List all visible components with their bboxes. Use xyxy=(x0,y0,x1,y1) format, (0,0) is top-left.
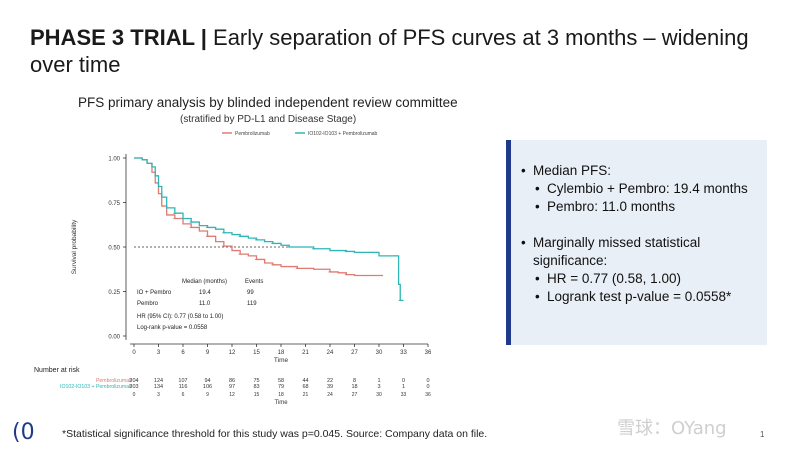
chart-title: PFS primary analysis by blinded independ… xyxy=(78,95,458,110)
risk-time-label: 3 xyxy=(157,392,160,398)
y-tick-label: 1.00 xyxy=(108,157,120,163)
risk-value: 0 xyxy=(426,384,429,390)
risk-time-label: 21 xyxy=(303,392,309,398)
risk-value: 0 xyxy=(402,378,405,384)
risk-time-label: 27 xyxy=(352,392,358,398)
risk-table-title: Number at risk xyxy=(34,367,80,374)
risk-value: 58 xyxy=(278,378,284,384)
risk-value: 204 xyxy=(129,378,138,384)
x-tick-label: 3 xyxy=(157,350,161,356)
risk-x-label: Time xyxy=(274,400,288,406)
risk-time-label: 36 xyxy=(425,392,431,398)
risk-time-label: 12 xyxy=(229,392,235,398)
y-tick-label: 0.25 xyxy=(108,290,120,296)
risk-value: 75 xyxy=(253,378,259,384)
x-tick-label: 9 xyxy=(206,350,210,356)
x-tick-label: 12 xyxy=(229,350,236,356)
risk-value: 94 xyxy=(204,378,210,384)
risk-value: 86 xyxy=(229,378,235,384)
x-tick-label: 18 xyxy=(278,350,285,356)
summary-item: Marginally missed statistical significan… xyxy=(511,234,767,270)
summary-list: Median PFS:Cylembio + Pembro: 19.4 month… xyxy=(511,140,767,306)
annotation-events: 99 xyxy=(247,290,254,296)
y-tick-label: 0.00 xyxy=(108,335,120,341)
risk-value: 39 xyxy=(327,384,333,390)
combo-curve xyxy=(134,157,404,302)
y-axis-label: Survival probability xyxy=(71,219,78,274)
summary-item: HR = 0.77 (0.58, 1.00) xyxy=(511,270,767,288)
risk-value: 18 xyxy=(351,384,357,390)
risk-row-label: Pembrolizumab xyxy=(96,378,132,384)
risk-value: 79 xyxy=(278,384,284,390)
footnote: *Statistical significance threshold for … xyxy=(62,428,488,440)
risk-time-label: 9 xyxy=(206,392,209,398)
x-tick-label: 0 xyxy=(132,350,136,356)
risk-time-label: 33 xyxy=(401,392,407,398)
risk-value: 8 xyxy=(353,378,356,384)
risk-value: 124 xyxy=(154,378,163,384)
summary-item: Logrank test p-value = 0.0558* xyxy=(511,288,767,306)
legend-label: Pembrolizumab xyxy=(235,131,270,137)
slide-title-bold: PHASE 3 TRIAL | xyxy=(30,25,207,50)
page-number: 1 xyxy=(760,430,765,439)
risk-value: 0 xyxy=(426,378,429,384)
annotation-header: Median (months) xyxy=(182,279,227,285)
chart-subtitle: (stratified by PD-L1 and Disease Stage) xyxy=(180,114,357,125)
pembro-curve xyxy=(134,157,384,277)
risk-time-label: 24 xyxy=(327,392,333,398)
annotation-median: 19.4 xyxy=(199,290,211,296)
watermark: 雪球：OYang xyxy=(617,418,727,439)
risk-time-label: 30 xyxy=(376,392,382,398)
annotation-row-label: IO + Pembro xyxy=(137,290,172,296)
risk-value: 106 xyxy=(203,384,212,390)
summary-item: Pembro: 11.0 months xyxy=(511,198,767,216)
slide-title-rest: Early separation of PFS curves at 3 mont… xyxy=(30,25,749,77)
risk-value: 1 xyxy=(402,384,405,390)
risk-value: 22 xyxy=(327,378,333,384)
x-tick-label: 27 xyxy=(351,350,358,356)
x-tick-label: 6 xyxy=(181,350,185,356)
risk-time-label: 15 xyxy=(254,392,260,398)
risk-value: 3 xyxy=(377,384,380,390)
risk-value: 107 xyxy=(178,378,187,384)
annotation-row-label: Pembro xyxy=(137,301,159,307)
risk-value: 203 xyxy=(129,384,138,390)
x-tick-label: 30 xyxy=(376,350,383,356)
risk-value: 134 xyxy=(154,384,163,390)
annotation-events: 119 xyxy=(247,301,257,307)
company-logo: (0 xyxy=(12,420,35,445)
legend-label: IO102-IO103 + Pembrolizumab xyxy=(308,131,378,137)
risk-value: 97 xyxy=(229,384,235,390)
risk-row-label: IO102-IO103 + Pembrolizumab xyxy=(60,384,132,390)
annotation-median: 11.0 xyxy=(199,301,211,307)
annotation-header: Events xyxy=(245,279,263,285)
summary-item: Cylembio + Pembro: 19.4 months xyxy=(511,180,767,198)
summary-panel: Median PFS:Cylembio + Pembro: 19.4 month… xyxy=(506,140,767,345)
annotation-p: Log-rank p-value = 0.0558 xyxy=(137,325,208,331)
x-axis-label: Time xyxy=(274,357,289,364)
y-tick-label: 0.75 xyxy=(108,201,120,207)
annotation-hr: HR (95% CI): 0.77 (0.58 to 1.00) xyxy=(137,314,223,320)
risk-value: 116 xyxy=(179,384,188,390)
risk-value: 68 xyxy=(302,384,308,390)
x-tick-label: 15 xyxy=(253,350,260,356)
slide-title: PHASE 3 TRIAL | Early separation of PFS … xyxy=(30,24,770,78)
y-tick-label: 0.50 xyxy=(108,246,120,252)
x-tick-label: 24 xyxy=(327,350,334,356)
x-tick-label: 33 xyxy=(400,350,407,356)
risk-time-label: 0 xyxy=(133,392,136,398)
risk-time-label: 18 xyxy=(278,392,284,398)
summary-item: Median PFS: xyxy=(511,162,767,180)
risk-value: 44 xyxy=(302,378,308,384)
risk-value: 83 xyxy=(253,384,259,390)
x-tick-label: 36 xyxy=(425,350,432,356)
risk-value: 1 xyxy=(377,378,380,384)
risk-time-label: 6 xyxy=(182,392,185,398)
x-tick-label: 21 xyxy=(302,350,309,356)
